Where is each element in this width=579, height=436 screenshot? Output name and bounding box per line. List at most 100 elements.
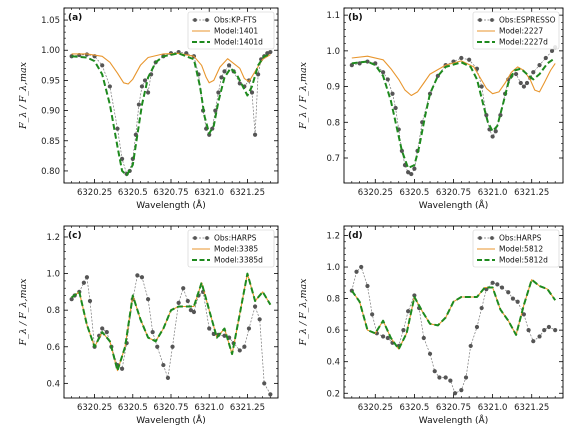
plot-frame xyxy=(63,7,279,184)
y-tick-label: 0.4 xyxy=(46,379,60,389)
x-tick-label: 6320.75 xyxy=(436,188,471,198)
legend: Obs:ESPRESSO Model:2227 Model:2227d xyxy=(472,11,560,50)
panel-c: 6320.25 6320.5 6320.75 6321.0 6321.25 0.4 0.6 0… xyxy=(18,225,279,426)
model-dashed-line xyxy=(71,272,272,372)
obs-point xyxy=(479,84,484,89)
obs-point xyxy=(268,392,273,397)
obs-point xyxy=(119,156,125,161)
obs-point xyxy=(249,90,255,95)
x-tick-label: 6320.25 xyxy=(358,403,393,413)
obs-point xyxy=(459,55,464,61)
panel-label: (b) xyxy=(348,13,363,23)
legend-entry-label: Obs:HARPS xyxy=(214,234,257,243)
obs-point xyxy=(385,77,390,82)
y-tick-label: 1.05 xyxy=(41,16,60,26)
obs-point xyxy=(87,298,93,304)
x-tick-label: 6320.75 xyxy=(436,403,471,413)
y-tick-label: 0.8 xyxy=(326,118,340,128)
x-tick-label: 6320.5 xyxy=(400,403,430,413)
obs-point xyxy=(185,298,190,304)
obs-point xyxy=(412,293,417,298)
obs-point xyxy=(443,375,448,380)
legend-swatch-marker xyxy=(205,18,209,22)
x-tick-label: 6321.25 xyxy=(230,403,265,413)
x-tick-label: 6320.75 xyxy=(153,188,188,198)
x-tick-label: 6321.25 xyxy=(230,188,265,198)
obs-point xyxy=(390,91,395,96)
obs-point xyxy=(412,166,417,171)
series-1 xyxy=(351,55,556,97)
obs-point xyxy=(474,324,480,330)
obs-point xyxy=(543,55,548,61)
series-1 xyxy=(71,52,271,85)
y-tick-label: 0.4 xyxy=(326,358,340,368)
legend-box xyxy=(187,229,275,268)
legend-entry-label: Obs:HARPS xyxy=(499,234,542,243)
obs-point xyxy=(115,126,120,131)
legend-box xyxy=(187,11,275,50)
obs-point xyxy=(246,326,252,331)
y-tick-label: 0.8 xyxy=(326,295,340,305)
legend-entry-label: Obs:KP-FTS xyxy=(214,16,257,25)
obs-point xyxy=(406,170,411,175)
model-line xyxy=(351,55,556,97)
y-axis-label: F_λ / F_λ,max xyxy=(18,278,29,347)
obs-point xyxy=(531,339,536,344)
legend-swatch-marker xyxy=(205,236,209,240)
y-tick-label: 1.1 xyxy=(326,11,340,21)
legend-entry-label: Model:5812d xyxy=(499,256,548,265)
plot-frame xyxy=(343,7,564,184)
obs-point xyxy=(252,132,258,137)
y-tick-label: 1.00 xyxy=(41,46,60,56)
obs-point xyxy=(495,282,500,287)
x-axis-label: Wavelength (Å) xyxy=(419,414,488,426)
obs-point xyxy=(176,300,181,305)
legend: Obs:HARPS Model:5812 Model:5812d xyxy=(472,229,560,268)
panel-label: (d) xyxy=(348,231,363,241)
legend-swatch-marker xyxy=(193,18,197,22)
obs-point xyxy=(242,344,247,349)
legend-swatch-marker xyxy=(193,236,197,240)
y-tick-label: 0.8 xyxy=(46,306,60,316)
obs-point xyxy=(100,326,105,331)
obs-line xyxy=(351,47,556,175)
legend-swatch-marker xyxy=(490,236,494,240)
obs-point xyxy=(136,102,141,107)
obs-point xyxy=(479,305,484,311)
x-tick-label: 6320.25 xyxy=(77,403,112,413)
obs-point xyxy=(493,129,498,134)
y-tick-label: 0.95 xyxy=(41,76,60,86)
legend-entry-label: Obs:ESPRESSO xyxy=(499,16,556,25)
y-tick-label: 0.80 xyxy=(41,167,60,177)
x-tick-label: 6321.0 xyxy=(194,188,224,198)
x-axis-label: Wavelength (Å) xyxy=(419,199,488,211)
obs-point xyxy=(510,296,516,301)
x-tick-label: 6321.25 xyxy=(514,403,549,413)
obs-point xyxy=(546,324,552,330)
obs-point xyxy=(437,375,442,380)
obs-point xyxy=(381,334,386,339)
obs-point xyxy=(490,280,495,285)
obs-point xyxy=(139,84,145,89)
legend: Obs:KP-FTS Model:1401 Model:1401d xyxy=(187,11,275,50)
series-2 xyxy=(71,52,271,177)
obs-point xyxy=(181,286,186,291)
obs-point xyxy=(448,378,453,383)
obs-point xyxy=(81,280,86,285)
obs-point xyxy=(219,75,224,80)
obs-point xyxy=(463,375,469,380)
obs-point xyxy=(521,84,526,89)
obs-point xyxy=(262,381,267,386)
obs-line xyxy=(71,274,271,395)
obs-point xyxy=(213,108,218,113)
plot-frame xyxy=(63,225,279,399)
obs-point xyxy=(499,285,505,290)
legend-entry-label: Model:2227 xyxy=(499,27,543,36)
obs-point xyxy=(401,328,406,333)
obs-point xyxy=(256,72,261,77)
obs-point xyxy=(468,343,473,349)
obs-point xyxy=(427,351,433,356)
obs-point xyxy=(135,273,140,278)
obs-point xyxy=(145,297,151,302)
